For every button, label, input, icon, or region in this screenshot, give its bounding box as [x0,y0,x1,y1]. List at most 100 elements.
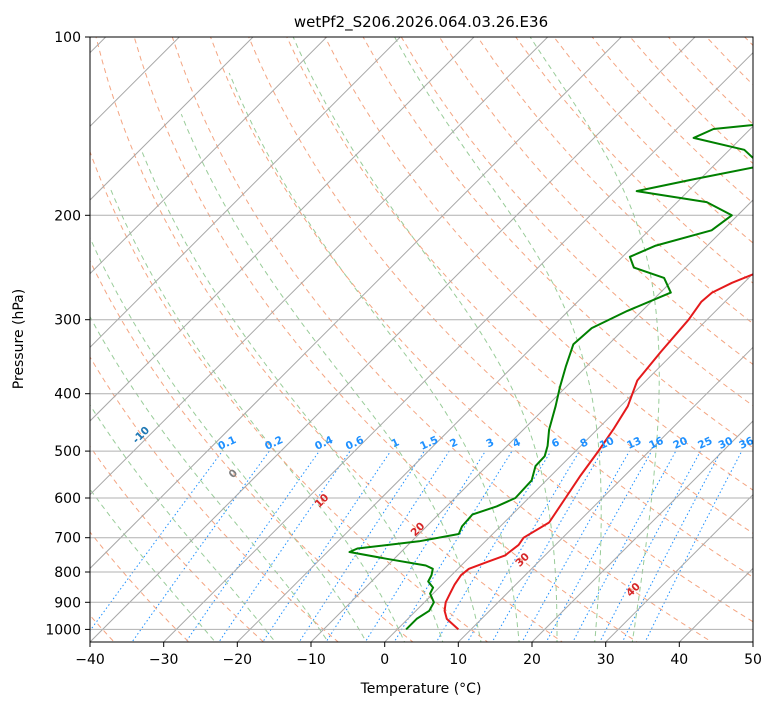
dry-adiabat [209,37,753,623]
dry-adiabat [756,10,775,654]
mixing-ratio-label: 0.6 [344,434,366,453]
isotherm-line [752,641,753,642]
mixing-ratio-line [131,450,270,642]
mixing-ratio-label: 0.4 [313,434,335,453]
mixing-ratio-label: 2 [448,436,460,450]
mixing-ratio-line [621,450,722,642]
x-tick-label: −40 [75,652,105,668]
y-tick-label: 900 [54,595,81,611]
isotherm-line [90,37,328,275]
moist-adiabat [90,404,276,642]
isotherm-line [457,346,753,642]
mixing-ratio-line [466,450,580,642]
x-tick-label: −20 [223,652,253,668]
isotherm-line [531,420,753,642]
mixing-ratio-line [262,450,392,642]
dry-adiabat [90,445,265,642]
isotherm-line [678,567,753,642]
dry-adiabat [591,37,753,204]
dry-adiabat [362,37,753,449]
dry-adiabat [95,37,564,642]
isotherm-line [0,10,59,654]
y-tick-label: 600 [54,491,81,507]
x-tick-label: 40 [670,652,688,668]
chart-title: wetPf2_S206.2026.064.03.26.E36 [294,13,548,32]
isotherm-line [310,199,753,642]
mixing-ratio-label: 25 [696,435,714,452]
dewpoint-profile-line [348,124,753,631]
y-tick-label: 200 [54,208,81,224]
isotherm-line [90,37,475,422]
dry-adiabat [705,37,753,86]
isotherm-line [604,493,753,642]
y-tick-label: 300 [54,313,81,329]
moist-adiabat [90,236,367,642]
mixing-ratio-label: 20 [671,435,689,452]
mixing-ratio-label: 0.1 [216,434,238,453]
mixing-ratio-line [185,450,320,642]
x-tick-label: 10 [449,652,467,668]
isotherm-line [162,51,753,642]
x-tick-label: 0 [380,652,389,668]
x-axis-label: Temperature (°C) [360,681,482,697]
mixing-ratio-label: 36 [737,435,755,452]
dry-adiabat [477,37,753,325]
mixing-ratio-line [325,450,450,642]
x-tick-label: 20 [523,652,541,668]
isotherm-line [383,272,753,642]
y-tick-label: 100 [54,30,81,46]
moist-adiabat [90,488,216,642]
dry-adiabat [515,37,753,284]
moist-adiabat [109,188,406,642]
moist-adiabat [90,315,329,642]
y-tick-label: 500 [54,444,81,460]
y-tick-label: 400 [54,387,81,403]
mixing-ratio-label: 3 [484,436,496,450]
mixing-ratio-label: 10 [598,435,616,452]
dry-adiabat-label: 20 [409,520,428,539]
mixing-ratio-label: 1 [390,436,402,450]
dry-adiabat [90,150,489,642]
isotherm-line [90,37,181,128]
mixing-ratio-label: 13 [625,435,643,452]
x-tick-label: −10 [296,652,326,668]
mixing-ratio-label: 1.5 [418,434,440,453]
mixing-ratio-line [393,450,513,642]
dry-adiabat [629,37,753,165]
moist-adiabat [228,72,520,642]
temperature-profile-line [443,273,753,631]
isotherm-line [90,37,623,570]
x-tick-label: 30 [597,652,615,668]
isotherm-line [90,37,402,349]
x-tick-label: −30 [149,652,179,668]
mixing-ratio-label: 8 [578,436,590,450]
mixing-ratio-label: 6 [550,436,562,450]
mixing-ratio-line [644,450,743,642]
dry-adiabat [744,37,753,47]
dry-adiabat [133,37,638,642]
dry-adiabat-label: 30 [513,551,532,570]
isotherm-line [236,125,753,642]
moist-adiabat [394,37,602,642]
isotherm-line [90,37,696,642]
moist-adiabat [529,37,660,642]
isotherm-line [90,37,549,496]
dry-adiabat [90,259,414,642]
dry-adiabat [171,37,713,642]
y-axis-label: Pressure (hPa) [11,289,27,389]
y-tick-label: 700 [54,531,81,547]
isotherm-line [90,37,254,201]
moist-adiabat [140,149,444,642]
mixing-ratio-label: 30 [717,435,735,452]
y-tick-label: 800 [54,565,81,581]
plot-frame [89,36,754,643]
x-tick-label: 50 [744,652,762,668]
y-tick-label: 1000 [45,622,81,638]
dry-adiabat [90,356,339,642]
mixing-ratio-label: 4 [511,436,523,450]
dry-adiabat [400,37,753,407]
dry-adiabat [438,37,753,366]
mixing-ratio-line [435,450,552,642]
mixing-ratio-label: 16 [647,435,665,452]
dry-adiabat-label: 40 [624,581,643,600]
